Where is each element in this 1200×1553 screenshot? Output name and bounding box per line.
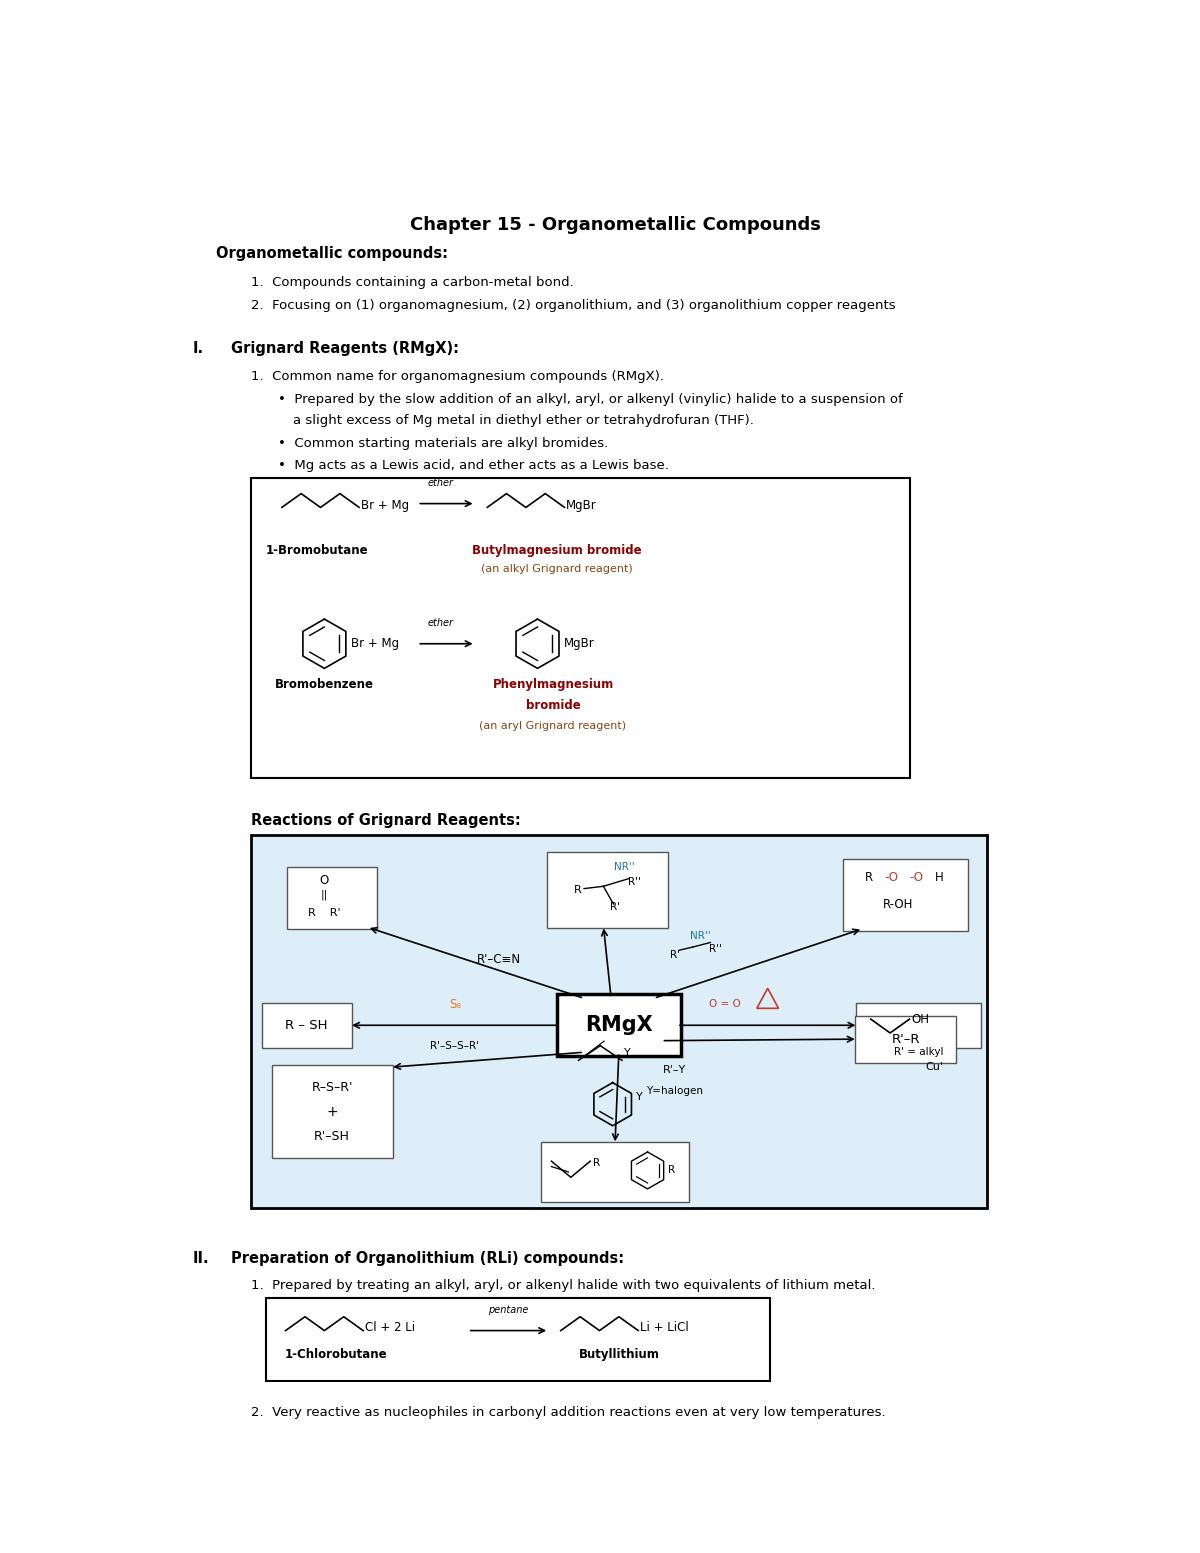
FancyBboxPatch shape <box>251 478 910 778</box>
Text: •  Common starting materials are alkyl bromides.: • Common starting materials are alkyl br… <box>278 438 608 450</box>
Text: R'–R: R'–R <box>892 1033 920 1045</box>
Text: ||: || <box>320 890 328 901</box>
Text: Reactions of Grignard Reagents:: Reactions of Grignard Reagents: <box>251 814 521 828</box>
Text: 2.  Very reactive as nucleophiles in carbonyl addition reactions even at very lo: 2. Very reactive as nucleophiles in carb… <box>251 1405 886 1419</box>
Text: Organometallic compounds:: Organometallic compounds: <box>216 247 448 261</box>
Text: MgBr: MgBr <box>564 637 594 651</box>
Text: Br + Mg: Br + Mg <box>350 637 398 651</box>
Text: 1-Chlorobutane: 1-Chlorobutane <box>284 1348 388 1362</box>
Text: R': R' <box>610 902 620 912</box>
Text: 1-Bromobutane: 1-Bromobutane <box>265 544 368 556</box>
Text: I.: I. <box>193 342 204 356</box>
FancyBboxPatch shape <box>271 1065 392 1159</box>
Text: Y: Y <box>636 1092 643 1101</box>
Text: R: R <box>574 885 582 895</box>
Text: bromide: bromide <box>526 699 581 713</box>
FancyBboxPatch shape <box>541 1141 689 1202</box>
Text: -O: -O <box>910 871 924 884</box>
FancyBboxPatch shape <box>287 867 377 929</box>
Text: R'': R'' <box>628 877 641 887</box>
Text: 2.  Focusing on (1) organomagnesium, (2) organolithium, and (3) organolithium co: 2. Focusing on (1) organomagnesium, (2) … <box>251 298 895 312</box>
Text: R: R <box>865 871 874 884</box>
Text: •  Mg acts as a Lewis acid, and ether acts as a Lewis base.: • Mg acts as a Lewis acid, and ether act… <box>278 460 668 472</box>
Text: OH: OH <box>911 1013 929 1025</box>
Text: ether: ether <box>427 478 454 488</box>
Text: O: O <box>319 874 329 887</box>
Text: 1.  Prepared by treating an alkyl, aryl, or alkenyl halide with two equivalents : 1. Prepared by treating an alkyl, aryl, … <box>251 1280 875 1292</box>
Text: R'–SH: R'–SH <box>314 1131 350 1143</box>
Text: R'–S–S–R': R'–S–S–R' <box>431 1041 480 1051</box>
Text: MgBr: MgBr <box>566 500 596 512</box>
Text: (an aryl Grignard reagent): (an aryl Grignard reagent) <box>480 721 626 731</box>
Text: R: R <box>593 1157 600 1168</box>
Text: 1.  Common name for organomagnesium compounds (RMgX).: 1. Common name for organomagnesium compo… <box>251 370 664 384</box>
Text: a slight excess of Mg metal in diethyl ether or tetrahydrofuran (THF).: a slight excess of Mg metal in diethyl e… <box>293 415 755 427</box>
Text: NR'': NR'' <box>690 932 710 941</box>
Text: R: R <box>667 1165 674 1176</box>
FancyBboxPatch shape <box>547 853 667 927</box>
Text: S₈: S₈ <box>449 999 461 1011</box>
Text: Y: Y <box>624 1048 630 1058</box>
Text: Y=halogen: Y=halogen <box>646 1086 703 1096</box>
Text: R – SH: R – SH <box>286 1019 328 1031</box>
Text: Br + Mg: Br + Mg <box>361 500 409 512</box>
Text: R    R': R R' <box>308 909 341 918</box>
Text: R'–C≡N: R'–C≡N <box>476 954 521 966</box>
FancyBboxPatch shape <box>557 994 680 1056</box>
Text: Butylmagnesium bromide: Butylmagnesium bromide <box>472 544 642 556</box>
Text: II.: II. <box>193 1250 209 1266</box>
Text: R'': R'' <box>709 944 722 954</box>
Text: Grignard Reagents (RMgX):: Grignard Reagents (RMgX): <box>232 342 460 356</box>
Text: R-OH: R-OH <box>883 898 913 910</box>
Text: R–S–R': R–S–R' <box>311 1081 353 1093</box>
FancyBboxPatch shape <box>844 859 968 930</box>
FancyBboxPatch shape <box>262 1003 352 1048</box>
Text: Butyllithium: Butyllithium <box>578 1348 659 1362</box>
Text: ether: ether <box>427 618 454 629</box>
Text: R': R' <box>670 950 679 960</box>
Text: •  Prepared by the slow addition of an alkyl, aryl, or alkenyl (vinylic) halide : • Prepared by the slow addition of an al… <box>278 393 902 407</box>
Text: (an alkyl Grignard reagent): (an alkyl Grignard reagent) <box>481 564 632 575</box>
FancyBboxPatch shape <box>857 1003 982 1048</box>
Text: Phenylmagnesium: Phenylmagnesium <box>492 679 613 691</box>
Text: Preparation of Organolithium (RLi) compounds:: Preparation of Organolithium (RLi) compo… <box>232 1250 624 1266</box>
Text: Cu': Cu' <box>925 1062 943 1072</box>
Text: NR'': NR'' <box>614 862 635 873</box>
Text: Bromobenzene: Bromobenzene <box>275 679 374 691</box>
Text: Chapter 15 - Organometallic Compounds: Chapter 15 - Organometallic Compounds <box>409 216 821 233</box>
FancyBboxPatch shape <box>854 1016 956 1062</box>
Text: RMgX: RMgX <box>586 1016 653 1036</box>
Text: Cl + 2 Li: Cl + 2 Li <box>365 1322 415 1334</box>
FancyBboxPatch shape <box>251 834 986 1208</box>
Text: R' = alkyl: R' = alkyl <box>894 1047 943 1058</box>
Text: R'–Y: R'–Y <box>664 1064 686 1075</box>
Text: O = O: O = O <box>709 1000 740 1009</box>
FancyBboxPatch shape <box>266 1298 770 1382</box>
Text: 1.  Compounds containing a carbon-metal bond.: 1. Compounds containing a carbon-metal b… <box>251 276 574 289</box>
Text: pentane: pentane <box>488 1305 528 1315</box>
Text: Li + LiCl: Li + LiCl <box>640 1322 689 1334</box>
Text: -O: -O <box>884 871 898 884</box>
Text: H: H <box>935 871 944 884</box>
Text: +: + <box>326 1104 338 1118</box>
